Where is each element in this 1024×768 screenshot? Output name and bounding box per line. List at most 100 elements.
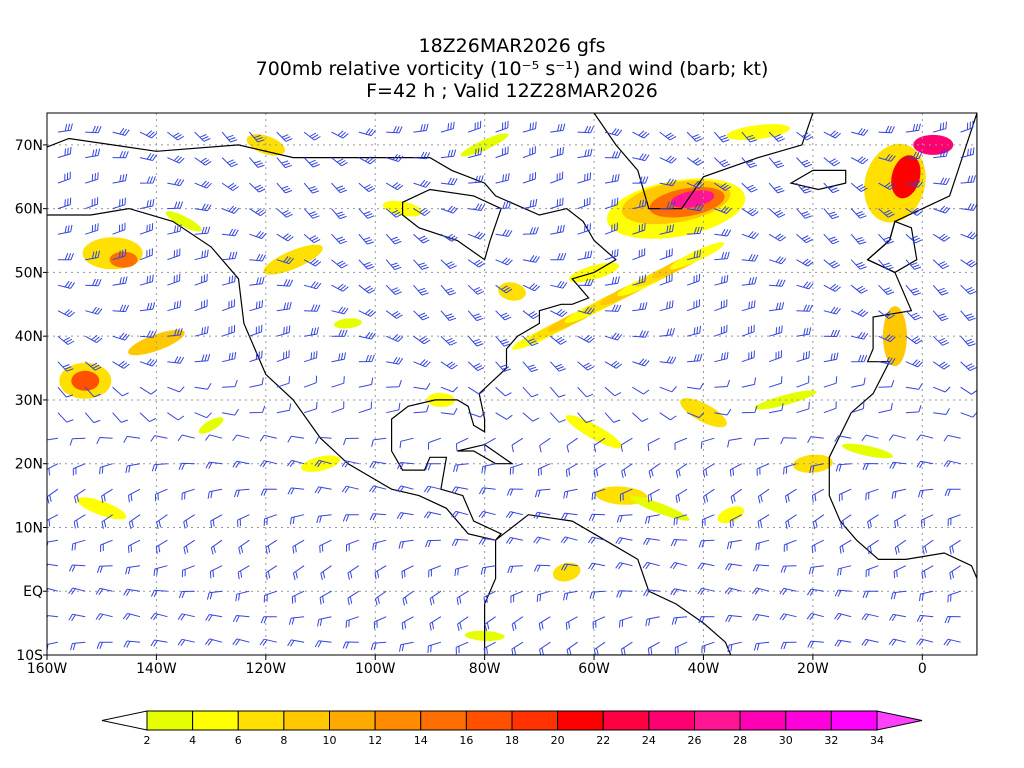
wind-barb <box>206 590 223 600</box>
wind-barb <box>702 463 715 478</box>
wind-barb <box>139 153 158 161</box>
title-line-1: 18Z26MAR2026 gfs <box>418 35 606 57</box>
wind-barb <box>944 616 961 624</box>
wind-barb <box>619 488 633 502</box>
wind-barb <box>369 485 387 493</box>
wind-barb <box>796 157 813 168</box>
wind-barb <box>522 283 541 292</box>
wind-barb <box>428 437 442 450</box>
wind-barb <box>343 437 359 446</box>
wind-barb <box>921 565 934 580</box>
wind-barb <box>730 488 743 504</box>
wind-barb <box>932 233 951 242</box>
wind-barb <box>714 299 728 312</box>
wind-barb <box>647 437 660 452</box>
wind-barb <box>878 125 895 134</box>
wind-barb <box>632 358 650 367</box>
wind-barb <box>659 248 673 261</box>
wind-barb <box>539 641 551 655</box>
wind-barb <box>632 386 650 395</box>
wind-barb <box>960 361 977 372</box>
wind-barb <box>385 310 403 319</box>
wind-barb <box>358 208 375 219</box>
wind-barb <box>850 182 868 192</box>
wind-barb <box>495 386 512 397</box>
wind-barb <box>276 350 290 363</box>
latitude-label: 70N <box>15 138 43 154</box>
wind-barb <box>221 205 240 214</box>
wind-barb <box>125 463 141 473</box>
wind-barb <box>850 233 867 245</box>
wind-barb <box>593 463 606 478</box>
wind-barb <box>539 437 551 453</box>
wind-barb <box>249 276 265 286</box>
wind-barb <box>752 564 770 572</box>
wind-barb <box>68 564 86 572</box>
wind-barb <box>413 284 429 296</box>
wind-barb <box>714 182 732 191</box>
wind-barb <box>645 616 660 627</box>
wind-barb <box>960 231 977 240</box>
wind-barb <box>851 128 869 136</box>
wind-barb <box>714 351 729 363</box>
wind-barb <box>260 488 277 496</box>
wind-barb <box>905 123 921 133</box>
wind-barb <box>222 408 239 416</box>
wind-barb <box>509 463 524 475</box>
wind-barb <box>632 199 647 210</box>
wind-barb <box>604 304 622 312</box>
wind-barb <box>741 182 758 193</box>
wind-barb <box>57 197 72 210</box>
wind-barb <box>823 401 837 414</box>
wind-barb <box>837 565 852 576</box>
wind-barb <box>468 411 486 418</box>
wind-barb <box>303 233 321 244</box>
wind-barb <box>943 460 961 468</box>
wind-barb <box>878 153 896 162</box>
vorticity-patch <box>71 370 100 391</box>
wind-barb <box>891 488 907 499</box>
wind-barb <box>69 437 86 446</box>
wind-barb <box>484 616 496 632</box>
wind-barb <box>385 259 402 271</box>
wind-barb <box>659 412 677 421</box>
wind-barb <box>714 228 732 237</box>
wind-barb <box>440 121 455 133</box>
wind-barb <box>139 412 157 423</box>
colorbar-segment <box>329 710 376 731</box>
wind-barb <box>122 612 141 621</box>
wind-barb <box>478 537 496 546</box>
wind-barb <box>943 638 961 646</box>
wind-barb <box>669 562 688 570</box>
wind-barb <box>960 259 977 268</box>
wind-barb <box>577 334 595 343</box>
wind-barb <box>375 590 387 606</box>
wind-barb <box>181 488 195 501</box>
colorbar-label: 6 <box>235 734 242 747</box>
wind-barb <box>178 590 195 599</box>
wind-barb <box>467 259 485 268</box>
colorbar-segment <box>511 710 559 731</box>
wind-barb <box>534 488 551 498</box>
longitude-label: 20W <box>797 661 829 677</box>
longitude-label: 40W <box>688 661 720 677</box>
wind-barb <box>71 539 86 551</box>
wind-barb <box>292 565 305 581</box>
wind-barb <box>222 379 238 388</box>
wind-barb <box>194 273 208 286</box>
vorticity-patch <box>717 506 745 524</box>
colorbar-over-triangle <box>876 710 923 731</box>
wind-barb <box>768 157 785 169</box>
wind-barb <box>451 510 469 519</box>
wind-barb <box>549 361 566 372</box>
wind-barb <box>834 435 852 442</box>
map-frame <box>46 112 978 656</box>
wind-barb <box>505 511 524 519</box>
wind-barb <box>287 459 305 467</box>
wind-barb <box>932 259 950 270</box>
wind-barb <box>96 641 113 649</box>
wind-barb <box>139 274 154 286</box>
wind-barb <box>588 562 606 570</box>
wind-barb <box>85 197 99 210</box>
wind-barb <box>714 379 731 388</box>
